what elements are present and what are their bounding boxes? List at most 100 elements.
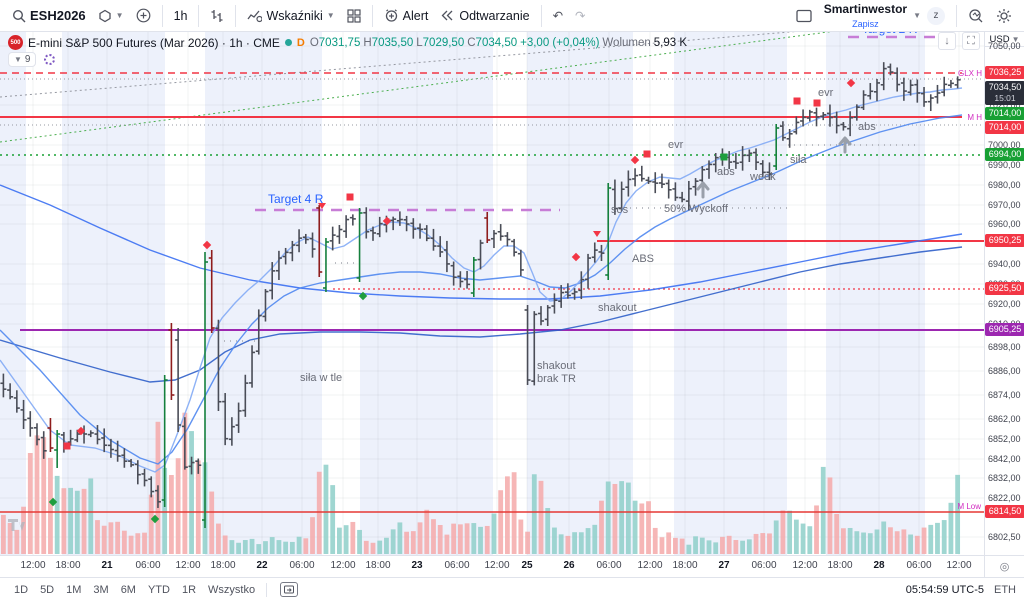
volume-bar <box>679 538 685 554</box>
price-level-badge: 7034,50 15:01 <box>985 81 1024 105</box>
volume-bar <box>182 412 188 554</box>
volume-bar <box>357 529 362 554</box>
volume-bar <box>7 522 13 554</box>
chevron-down-icon[interactable]: ▼ <box>913 11 921 20</box>
price-bar <box>517 249 524 277</box>
time-axis[interactable]: 12:00 18:00 21 06:00 12:00 18:00 22 06:00 12:00 1… <box>0 555 1024 577</box>
settings-button[interactable] <box>990 5 1018 27</box>
range-button-5d[interactable]: 5D <box>40 583 55 596</box>
time-tick-label: 26 <box>563 560 575 571</box>
volume-bar <box>585 528 591 554</box>
signal-square-marker <box>813 99 821 107</box>
chart-style-button[interactable] <box>204 6 230 26</box>
timezone-settings-button[interactable]: ◎ <box>984 556 1024 577</box>
volume-bar <box>928 524 934 554</box>
current-time[interactable]: 05:54:59 UTC-5 <box>905 583 984 596</box>
range-button-ytd[interactable]: YTD <box>147 583 170 596</box>
volume-bar <box>874 529 880 554</box>
redo-button[interactable]: ↷ <box>569 5 591 26</box>
volume-bar <box>948 502 954 554</box>
price-scale[interactable]: USD ▼ 7050,00 7020,00 7000,00 6990,00 6980,0… <box>984 32 1024 555</box>
price-bar <box>282 247 289 265</box>
volume-bar <box>706 540 712 554</box>
chart-annotation: evr <box>668 139 684 151</box>
price-bar <box>343 215 350 238</box>
layout-grid-button[interactable] <box>341 6 367 26</box>
alert-button[interactable]: Alert <box>378 5 435 26</box>
replay-label: Odtwarzanie <box>459 8 530 23</box>
volume-bar <box>935 522 940 554</box>
go-to-date-button[interactable] <box>280 582 299 597</box>
target-label: Target 4 R <box>268 192 324 206</box>
tradingview-watermark <box>8 519 25 531</box>
layout-z-button[interactable]: z <box>921 4 951 28</box>
price-ticks: 7050,00 7020,00 7000,00 6990,00 6980,00 6970,… <box>985 32 1024 555</box>
price-bar <box>611 179 618 215</box>
up-arrow-marker <box>838 136 852 154</box>
quick-search-button[interactable] <box>962 5 990 27</box>
session-label[interactable]: ETH <box>994 583 1016 596</box>
range-button-3m[interactable]: 3M <box>93 583 109 596</box>
volume-bar <box>189 431 194 554</box>
volume-bar <box>746 539 752 554</box>
price-bar <box>222 393 229 446</box>
price-bar <box>296 229 303 253</box>
volume-bar <box>498 490 504 554</box>
chevron-down-icon: ▼ <box>1011 34 1020 44</box>
volume-bar <box>908 534 913 554</box>
volume-bar <box>901 529 907 554</box>
range-button-1d[interactable]: 1D <box>14 583 29 596</box>
add-symbol-button[interactable] <box>130 5 157 26</box>
volume-bar <box>545 508 551 554</box>
indicators-icon <box>247 8 263 23</box>
price-level-badge: 7014,00 <box>985 121 1024 134</box>
undo-icon: ↶ <box>552 9 564 23</box>
price-bar <box>739 146 746 171</box>
volume-bar <box>652 527 658 554</box>
price-bar <box>746 149 753 162</box>
symbol-compare-button[interactable]: ▼ <box>92 6 130 26</box>
volume-bar <box>303 538 309 554</box>
price-tick-label: 6862,00 <box>988 414 1021 424</box>
volume-bar <box>673 537 678 554</box>
price-tick-label: 6940,00 <box>988 259 1021 269</box>
price-bar <box>914 79 921 103</box>
range-button-6m[interactable]: 6M <box>120 583 136 596</box>
symbol-search-button[interactable]: ESH2026 <box>6 5 92 26</box>
volume-bar <box>740 540 745 554</box>
price-bar <box>0 373 7 398</box>
volume-bar <box>1 514 6 554</box>
price-bar <box>605 183 612 280</box>
volume-bar <box>646 501 651 554</box>
indicators-button[interactable]: Wskaźniki ▼ <box>241 5 340 26</box>
scroll-to-realtime-button[interactable]: ↓ <box>938 32 956 50</box>
range-button-1r[interactable]: 1R <box>181 583 197 596</box>
price-bar <box>443 240 450 273</box>
volume-bar <box>128 535 134 554</box>
trend-line <box>0 32 832 143</box>
currency-selector[interactable]: USD ▼ <box>985 32 1024 47</box>
price-bar <box>679 191 686 203</box>
save-layout-button[interactable] <box>790 6 818 26</box>
price-bar <box>470 257 477 297</box>
volume-bar <box>296 536 302 554</box>
price-bar <box>638 165 645 182</box>
volume-bar <box>21 506 26 554</box>
indicators-label: Wskaźniki <box>266 8 323 23</box>
range-button-1m[interactable]: 1M <box>66 583 82 596</box>
cloud-save-button[interactable]: Smartinwestor Zapisz <box>818 0 913 32</box>
maximize-chart-button[interactable]: ⛶ <box>962 32 980 50</box>
interval-button[interactable]: 1h <box>168 6 194 26</box>
volume-bar <box>699 537 705 554</box>
volume-bar <box>599 500 604 554</box>
replay-button[interactable]: Odtwarzanie <box>434 5 535 26</box>
volume-bar <box>572 532 577 554</box>
range-button-wszystko[interactable]: Wszystko <box>208 583 256 596</box>
object-tree-toggle[interactable]: ▼ 9 <box>8 52 37 67</box>
volume-bar <box>68 487 73 554</box>
symbol-legend[interactable]: 500 E-mini S&P 500 Futures (Mar 2026) · … <box>8 35 687 50</box>
price-bar <box>954 76 961 89</box>
undo-button[interactable]: ↶ <box>547 5 569 26</box>
